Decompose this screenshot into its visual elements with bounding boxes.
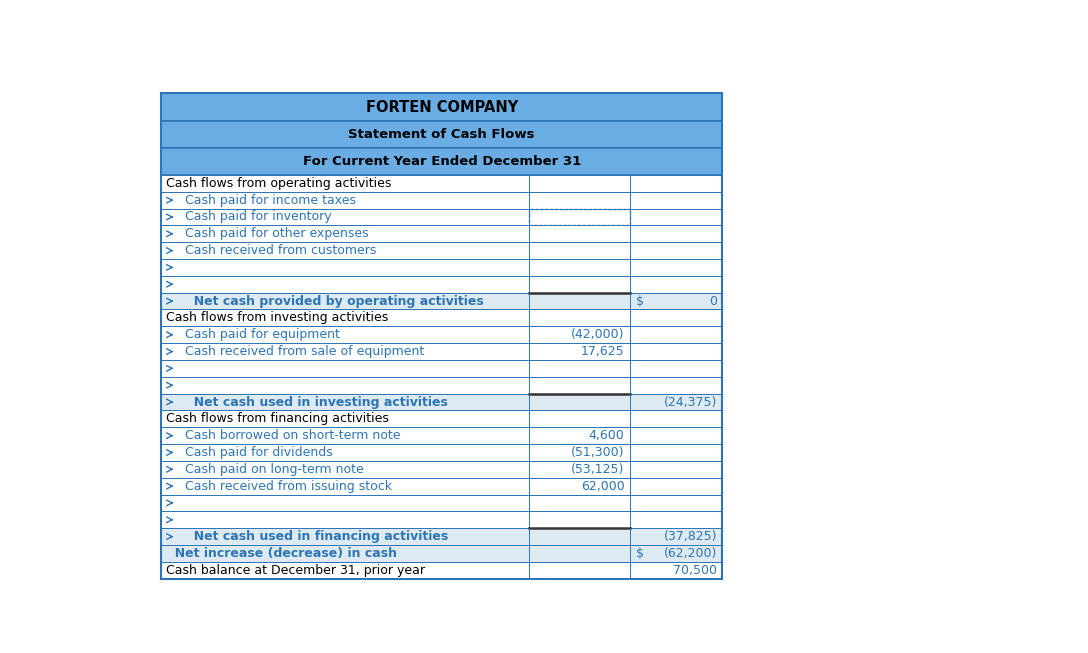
Bar [161,148,722,175]
Text: Cash paid for equipment: Cash paid for equipment [185,328,339,342]
Text: Cash received from customers: Cash received from customers [185,244,376,257]
Bar [161,225,722,242]
Bar [161,242,722,259]
Bar [161,528,722,545]
Text: FORTEN COMPANY: FORTEN COMPANY [366,99,518,114]
Text: Cash paid for other expenses: Cash paid for other expenses [185,227,369,240]
Text: $: $ [636,295,644,308]
Bar [161,93,722,579]
Text: 0: 0 [709,295,717,308]
Bar [161,545,722,562]
Text: Cash paid for inventory: Cash paid for inventory [185,210,332,223]
Text: For Current Year Ended December 31: For Current Year Ended December 31 [302,155,581,168]
Bar [161,444,722,461]
Bar [161,511,722,528]
Bar [161,293,722,310]
Bar [161,478,722,494]
Text: Cash balance at December 31, prior year: Cash balance at December 31, prior year [166,564,425,577]
Bar [161,326,722,343]
Text: Cash flows from investing activities: Cash flows from investing activities [166,311,388,325]
Text: Net cash provided by operating activities: Net cash provided by operating activitie… [185,295,484,308]
Text: $: $ [636,547,644,560]
Bar [161,259,722,276]
Text: (42,000): (42,000) [571,328,625,342]
Bar [161,310,722,326]
Text: Cash paid on long-term note: Cash paid on long-term note [185,463,363,476]
Bar [161,562,722,579]
Text: 17,625: 17,625 [581,345,625,358]
Text: Cash received from sale of equipment: Cash received from sale of equipment [185,345,424,358]
Text: (37,825): (37,825) [664,530,717,543]
Text: Net increase (decrease) in cash: Net increase (decrease) in cash [166,547,397,560]
Text: (51,300): (51,300) [571,446,625,459]
Text: (53,125): (53,125) [571,463,625,476]
Bar [161,121,722,148]
Text: (62,200): (62,200) [664,547,717,560]
Text: (24,375): (24,375) [664,396,717,409]
Text: Net cash used in financing activities: Net cash used in financing activities [185,530,448,543]
Bar [161,494,722,511]
Bar [161,175,722,192]
Bar [161,93,722,121]
Bar [161,377,722,394]
Text: Cash paid for dividends: Cash paid for dividends [185,446,333,459]
Text: Cash received from issuing stock: Cash received from issuing stock [185,479,392,492]
Bar [161,192,722,208]
Text: Cash paid for income taxes: Cash paid for income taxes [185,194,356,206]
Bar [529,208,630,225]
Bar [161,461,722,478]
Text: Statement of Cash Flows: Statement of Cash Flows [348,128,535,140]
Bar [161,411,722,427]
Bar [161,360,722,377]
Bar [161,427,722,444]
Text: 62,000: 62,000 [581,479,625,492]
Bar [161,394,722,411]
Bar [161,343,722,360]
Text: Cash borrowed on short-term note: Cash borrowed on short-term note [185,429,400,442]
Bar [161,208,722,225]
Text: Cash flows from operating activities: Cash flows from operating activities [166,177,392,190]
Text: Net cash used in investing activities: Net cash used in investing activities [185,396,448,409]
Bar [161,276,722,293]
Text: Cash flows from financing activities: Cash flows from financing activities [166,412,390,425]
Text: 4,600: 4,600 [589,429,625,442]
Text: 70,500: 70,500 [673,564,717,577]
